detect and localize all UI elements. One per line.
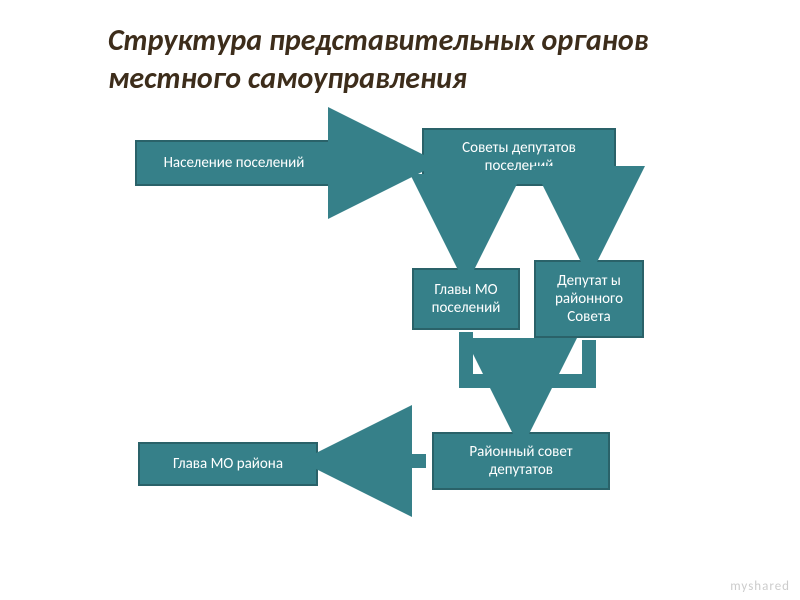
node-population: Население поселений bbox=[135, 140, 333, 186]
watermark: myshared bbox=[730, 579, 790, 594]
node-district-deputies: Депутат ы районного Совета bbox=[534, 260, 644, 338]
node-district-council: Районный совет депутатов bbox=[432, 432, 610, 490]
node-heads-mo: Главы МО поселений bbox=[412, 268, 520, 330]
slide-title: Структура представительных органов местн… bbox=[108, 22, 728, 97]
node-head-district: Глава МО района bbox=[138, 442, 318, 486]
node-councils: Советы депутатов поселений bbox=[422, 128, 616, 186]
